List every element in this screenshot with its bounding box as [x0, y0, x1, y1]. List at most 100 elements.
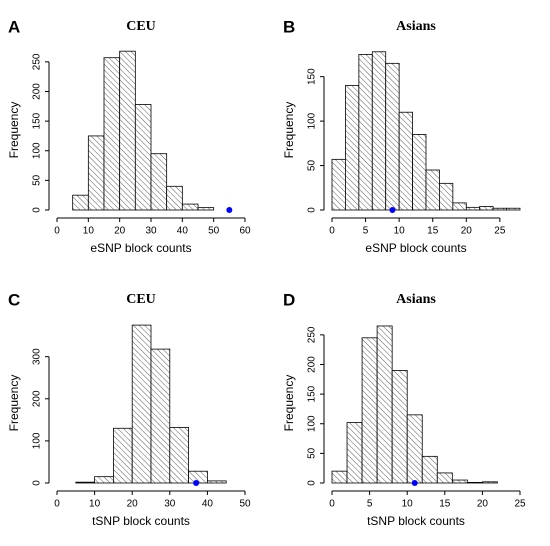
x-tick-label: 60 — [239, 226, 251, 237]
bar — [439, 182, 454, 211]
chart-title: Asians — [396, 19, 436, 34]
y-tick-label: 0 — [307, 207, 318, 213]
bar — [406, 414, 423, 484]
x-tick-label: 50 — [239, 499, 251, 510]
bar — [150, 348, 171, 484]
y-tick-label: 150 — [307, 68, 318, 85]
y-tick-label: 100 — [307, 112, 318, 129]
bar — [113, 427, 133, 484]
bar — [75, 481, 96, 484]
bar — [197, 207, 215, 211]
panel-letter: D — [283, 290, 295, 309]
bar — [358, 54, 373, 211]
bar — [506, 207, 521, 211]
panel-letter: B — [283, 17, 295, 36]
x-tick-label: 0 — [54, 226, 60, 237]
panel-letter: C — [8, 290, 20, 309]
y-axis-label: Frequency — [282, 375, 296, 432]
panel-letter: A — [8, 17, 20, 36]
chart-title: CEU — [126, 292, 156, 307]
bar — [134, 104, 152, 211]
chart-title: Asians — [396, 292, 436, 307]
y-axis-label: Frequency — [7, 102, 21, 159]
y-tick-label: 200 — [32, 83, 43, 100]
bar — [345, 85, 360, 211]
bar — [166, 185, 183, 211]
x-tick-label: 20 — [477, 499, 489, 510]
bar — [94, 476, 114, 484]
y-tick-label: 0 — [32, 207, 43, 213]
bar — [451, 479, 468, 484]
bar — [398, 111, 413, 211]
y-tick-label: 200 — [32, 390, 43, 407]
y-tick-label: 200 — [307, 356, 318, 373]
y-tick-label: 100 — [307, 415, 318, 432]
x-tick-label: 0 — [329, 499, 335, 510]
bar — [492, 207, 507, 211]
x-tick-label: 5 — [367, 499, 373, 510]
x-tick-label: 40 — [177, 226, 189, 237]
bar — [131, 324, 152, 484]
x-tick-label: 25 — [514, 499, 526, 510]
bar — [465, 206, 481, 211]
x-axis-label: eSNP block counts — [90, 241, 191, 255]
x-tick-label: 50 — [208, 226, 220, 237]
bar — [466, 482, 483, 484]
x-tick-label: 30 — [164, 499, 176, 510]
x-tick-label: 10 — [83, 226, 95, 237]
bar — [452, 202, 467, 211]
y-tick-label: 50 — [307, 160, 318, 172]
observed-marker — [389, 207, 396, 213]
bar — [436, 472, 453, 484]
bar — [346, 422, 363, 484]
bar — [391, 370, 408, 484]
bar — [87, 135, 105, 211]
observed-marker — [411, 480, 418, 486]
bar — [169, 427, 190, 484]
observed-marker — [226, 207, 233, 213]
x-tick-label: 10 — [89, 499, 101, 510]
y-tick-label: 250 — [307, 326, 318, 343]
bar — [371, 51, 387, 211]
x-tick-label: 40 — [202, 499, 214, 510]
x-tick-label: 30 — [145, 226, 157, 237]
bar — [181, 203, 199, 211]
bar — [119, 50, 136, 211]
x-axis-label: eSNP block counts — [365, 241, 466, 255]
x-tick-label: 25 — [494, 226, 506, 237]
observed-marker — [193, 480, 200, 486]
bar — [385, 62, 400, 211]
y-tick-label: 250 — [32, 53, 43, 70]
x-tick-label: 15 — [427, 226, 439, 237]
y-tick-label: 300 — [32, 348, 43, 365]
bar — [206, 480, 227, 484]
x-tick-label: 0 — [54, 499, 60, 510]
x-tick-label: 20 — [114, 226, 126, 237]
bar — [479, 206, 494, 211]
bar — [376, 325, 393, 484]
x-tick-label: 5 — [363, 226, 369, 237]
y-tick-label: 100 — [32, 432, 43, 449]
bar — [150, 153, 168, 211]
y-tick-label: 0 — [32, 480, 43, 486]
x-axis-label: tSNP block counts — [367, 514, 465, 528]
bar — [425, 169, 440, 211]
x-tick-label: 0 — [329, 226, 335, 237]
bar — [421, 455, 438, 484]
x-tick-label: 20 — [127, 499, 139, 510]
y-tick-label: 150 — [307, 385, 318, 402]
y-axis-label: Frequency — [7, 375, 21, 432]
x-tick-label: 10 — [402, 499, 414, 510]
y-tick-label: 50 — [32, 174, 43, 186]
x-axis-label: tSNP block counts — [92, 514, 190, 528]
x-tick-label: 10 — [394, 226, 406, 237]
bar — [72, 194, 89, 211]
y-tick-label: 100 — [32, 142, 43, 159]
bar — [103, 57, 121, 211]
y-tick-label: 50 — [307, 447, 318, 459]
chart-title: CEU — [126, 19, 156, 34]
x-tick-label: 20 — [461, 226, 473, 237]
x-tick-label: 15 — [439, 499, 451, 510]
bar — [412, 134, 427, 211]
